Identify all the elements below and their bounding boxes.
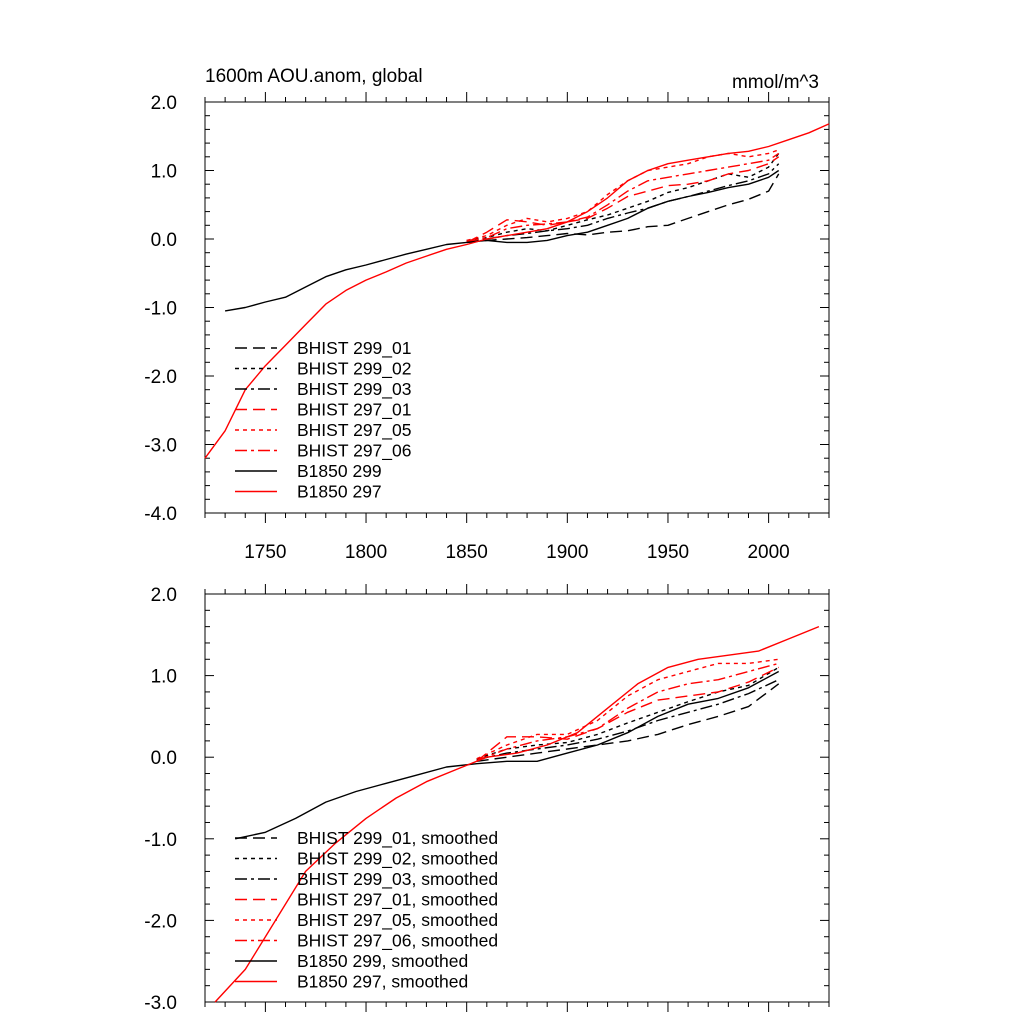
bottom-panel: -3.0 -2.0 -1.0 0.0 1.0 2.0 BHIST 299_01, smoot… [144,584,830,1014]
x-tick-label: 1900 [546,542,588,563]
series-line-3 [476,666,780,762]
y-tick-label: -2.0 [144,911,177,932]
y-tick-label: 2.0 [151,585,177,606]
y-tick-label: -3.0 [144,993,177,1014]
legend-label: BHIST 297_06, smoothed [297,931,498,952]
series-line-7 [204,123,830,459]
legend-label: BHIST 297_01, smoothed [297,890,498,911]
x-tick-label: 1800 [345,542,387,563]
top-panel: -4.0 -3.0 -2.0 -1.0 0.0 1.0 2.0 1750 1800 1850 190… [144,66,830,563]
legend-label: BHIST 299_03, smoothed [297,869,498,890]
legend-label: BHIST 297_01 [297,400,411,421]
legend-label: BHIST 297_05 [297,420,411,441]
y-tick-label: 1.0 [151,162,177,183]
series-line-6 [224,169,780,312]
y-tick-label: 1.0 [151,667,177,688]
legend-label: B1850 299, smoothed [297,951,468,971]
legend-label: B1850 297 [297,482,382,502]
legend-label: BHIST 299_03 [297,379,411,400]
y-tick-label: -3.0 [144,436,177,457]
x-tick-label: 1750 [244,542,286,563]
y-tick-label: 0.0 [151,748,177,769]
series-line-6 [235,670,780,840]
series-line-5 [466,152,780,243]
x-tick-label: 1850 [446,542,488,563]
legend-label: BHIST 297_06 [297,441,411,462]
legend-label: B1850 297, smoothed [297,972,468,992]
legend-label: BHIST 299_02, smoothed [297,849,498,870]
y-tick-label: 0.0 [151,230,177,251]
legend-label: BHIST 299_01, smoothed [297,828,498,849]
y-tick-label: -4.0 [144,504,177,525]
legend-label: B1850 299 [297,461,382,481]
y-tick-label: 2.0 [151,93,177,114]
legend-label: BHIST 297_05, smoothed [297,910,498,931]
legend-label: BHIST 299_01 [297,338,411,359]
y-tick-label: -1.0 [144,830,177,851]
series-line-4 [476,658,779,760]
units-label: mmol/m^3 [732,72,819,93]
plot-frame [204,593,830,1003]
x-tick-label: 2000 [747,542,789,563]
chart-title: 1600m AOU.anom, global [205,66,423,87]
series-line-7 [214,625,820,1003]
series-line-5 [476,662,779,762]
series-line-0 [476,683,780,762]
y-tick-label: -1.0 [144,299,177,320]
x-tick-label: 1950 [647,542,689,563]
series-line-0 [466,173,780,244]
legend-label: BHIST 299_02 [297,359,411,380]
series-line-2 [466,163,780,242]
y-tick-label: -2.0 [144,367,177,388]
